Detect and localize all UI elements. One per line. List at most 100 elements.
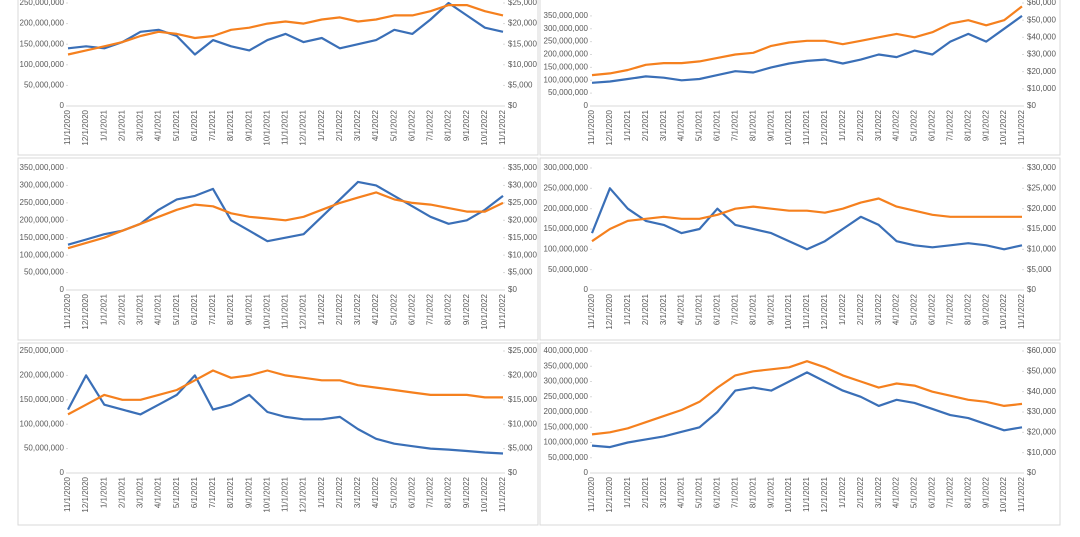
series-line	[591, 371, 1023, 449]
y2-tick-label: $40,000	[1027, 387, 1056, 396]
x-tick-label: 5/1/2021	[695, 293, 704, 325]
x-tick-label: 2/1/2021	[117, 109, 126, 141]
x-tick-label: 8/1/2021	[226, 109, 235, 141]
y2-tick-label: $50,000	[1027, 15, 1056, 24]
y2-tick-label: $30,000	[508, 181, 537, 190]
y-tick-label: 100,000,000	[20, 250, 65, 259]
x-tick-label: 11/1/2021	[281, 109, 290, 145]
x-tick-label: 2/1/2022	[856, 476, 865, 508]
y2-tick-label: $10,000	[1027, 244, 1056, 253]
x-tick-label: 5/1/2021	[695, 109, 704, 141]
y2-tick-label: $30,000	[1027, 50, 1056, 59]
y-tick-label: 150,000,000	[544, 224, 589, 233]
x-tick-label: 3/1/2021	[659, 476, 668, 508]
x-tick-label: 2/1/2021	[641, 293, 650, 325]
x-tick-label: 1/1/2022	[317, 293, 326, 325]
x-tick-label: 1/1/2021	[99, 109, 108, 141]
x-tick-label: 10/1/2021	[262, 476, 271, 512]
y-tick-label: 200,000,000	[544, 407, 589, 416]
y-tick-label: 0	[584, 468, 589, 477]
x-tick-label: 9/1/2021	[244, 109, 253, 141]
x-tick-label: 6/1/2021	[713, 293, 722, 325]
y-tick-label: 100,000,000	[544, 244, 589, 253]
panel	[539, 342, 1061, 526]
x-tick-label: 9/1/2022	[462, 476, 471, 508]
y-tick-label: 0	[60, 468, 65, 477]
series-line	[67, 369, 503, 416]
x-tick-label: 8/1/2021	[748, 476, 757, 508]
y2-tick-label: $60,000	[1027, 0, 1056, 7]
series-line	[67, 3, 504, 56]
x-tick-label: 12/1/2021	[299, 293, 308, 329]
y2-tick-label: $15,000	[1027, 224, 1056, 233]
x-tick-label: 4/1/2021	[154, 109, 163, 141]
y2-tick-label: $20,000	[508, 215, 537, 224]
panel	[539, 0, 1061, 156]
y-tick-label: 100,000,000	[20, 419, 65, 428]
x-tick-label: 4/1/2022	[371, 476, 380, 508]
y-tick-label: 250,000,000	[544, 37, 589, 46]
x-tick-label: 11/1/2020	[63, 109, 72, 145]
x-tick-label: 7/1/2021	[730, 476, 739, 508]
panel	[17, 342, 539, 526]
y2-tick-label: $0	[508, 468, 517, 477]
x-tick-label: 7/1/2022	[945, 293, 954, 325]
x-tick-label: 7/1/2022	[426, 476, 435, 508]
x-tick-label: 11/1/2021	[281, 476, 290, 512]
x-tick-label: 12/1/2020	[605, 476, 614, 512]
x-tick-label: 5/1/2021	[172, 476, 181, 508]
x-tick-label: 3/1/2021	[659, 109, 668, 141]
x-tick-label: 3/1/2022	[874, 293, 883, 325]
x-tick-label: 9/1/2021	[766, 293, 775, 325]
x-tick-label: 1/1/2022	[317, 476, 326, 508]
x-tick-label: 3/1/2022	[353, 293, 362, 325]
x-tick-label: 3/1/2022	[353, 476, 362, 508]
x-tick-label: 2/1/2022	[335, 476, 344, 508]
x-tick-label: 2/1/2022	[335, 109, 344, 141]
y-tick-label: 100,000,000	[20, 60, 65, 69]
x-tick-label: 11/1/2021	[281, 293, 290, 329]
y-tick-label: 250,000,000	[20, 198, 65, 207]
series-line	[67, 180, 504, 246]
y-tick-label: 350,000,000	[20, 163, 65, 172]
series-line	[67, 1, 504, 56]
y2-tick-label: $25,000	[508, 0, 537, 7]
y-tick-label: 200,000,000	[544, 50, 589, 59]
x-tick-label: 8/1/2022	[963, 293, 972, 325]
y2-tick-label: $15,000	[508, 39, 537, 48]
y-tick-label: 300,000,000	[544, 377, 589, 386]
y-tick-label: 400,000,000	[544, 346, 589, 355]
x-tick-label: 10/1/2021	[784, 109, 793, 145]
x-tick-label: 9/1/2021	[766, 476, 775, 508]
x-tick-label: 2/1/2022	[856, 293, 865, 325]
y-tick-label: 350,000,000	[544, 11, 589, 20]
x-tick-label: 9/1/2021	[244, 476, 253, 508]
x-tick-label: 11/1/2022	[1017, 476, 1026, 512]
x-tick-label: 12/1/2020	[81, 293, 90, 329]
x-tick-label: 9/1/2022	[981, 109, 990, 141]
y2-tick-label: $0	[1027, 101, 1036, 110]
x-tick-label: 1/1/2021	[623, 476, 632, 508]
x-tick-label: 7/1/2022	[945, 109, 954, 141]
x-tick-label: 12/1/2021	[299, 109, 308, 145]
y-tick-label: 0	[584, 101, 589, 110]
x-tick-label: 8/1/2021	[226, 293, 235, 325]
y-tick-label: 50,000,000	[24, 268, 65, 277]
y-tick-label: 200,000,000	[20, 215, 65, 224]
x-tick-label: 11/1/2022	[1017, 109, 1026, 145]
y-tick-label: 150,000,000	[544, 62, 589, 71]
x-tick-label: 1/1/2022	[317, 109, 326, 141]
x-tick-label: 5/1/2022	[910, 293, 919, 325]
y-tick-label: 250,000,000	[544, 183, 589, 192]
panel	[539, 157, 1061, 341]
y2-tick-label: $10,000	[508, 250, 537, 259]
x-tick-label: 6/1/2021	[713, 476, 722, 508]
series-line	[591, 197, 1022, 243]
x-tick-label: 8/1/2022	[963, 109, 972, 141]
x-tick-label: 3/1/2022	[874, 109, 883, 141]
y2-tick-label: $25,000	[508, 198, 537, 207]
x-tick-label: 6/1/2021	[190, 109, 199, 141]
y2-tick-label: $5,000	[508, 268, 533, 277]
x-tick-label: 1/1/2021	[99, 293, 108, 325]
x-tick-label: 11/1/2020	[587, 109, 596, 145]
